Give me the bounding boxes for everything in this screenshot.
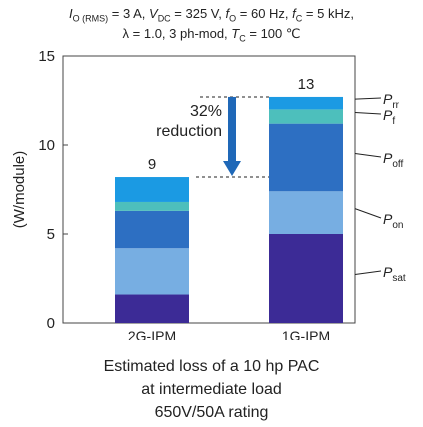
bar-segment-p-f — [115, 201, 189, 211]
series-label-p-f: Pf — [383, 107, 395, 127]
bar-segment-p-sat — [269, 234, 343, 323]
bar-segment-p-on — [269, 191, 343, 234]
leader-line — [354, 270, 382, 275]
bar-segment-p-rr — [115, 177, 189, 202]
bar-total-label: 9 — [148, 156, 156, 173]
y-axis-label: (W/module) — [11, 151, 28, 229]
y-tick-label: 15 — [38, 48, 55, 65]
caption-line-1: Estimated loss of a 10 hp PAC — [103, 358, 320, 375]
bar-total-label: 13 — [298, 76, 315, 93]
y-tick-label: 0 — [47, 315, 55, 332]
bar-segment-p-f — [269, 109, 343, 124]
series-label-p-rr: Prr — [383, 91, 400, 111]
caption-line-3: 650V/50A rating — [154, 404, 269, 421]
x-tick-label: 1G-IPM — [282, 328, 330, 340]
leader-line — [354, 97, 382, 100]
leader-line — [354, 208, 382, 219]
series-label-p-on: Pon — [383, 211, 403, 231]
reduction-text: reduction — [156, 123, 222, 140]
series-label-p-off: Poff — [383, 150, 404, 170]
series-label-p-sat: Psat — [383, 264, 406, 284]
leader-line — [354, 152, 382, 158]
bar-segment-p-on — [115, 248, 189, 295]
conditions-line-1: IO (RMS) = 3 A, VDC = 325 V, fO = 60 Hz,… — [69, 6, 354, 24]
leader-line — [354, 112, 382, 115]
chart-caption: Estimated loss of a 10 hp PAC at interme… — [0, 355, 423, 424]
reduction-percent: 32% — [190, 103, 222, 120]
y-tick-label: 5 — [47, 226, 55, 243]
plot-frame — [62, 55, 356, 324]
conditions-line-2: λ = 1.0, 3 ph-mod, TC = 100 ℃ — [122, 26, 301, 44]
bar-segment-p-off — [115, 210, 189, 249]
y-tick-label: 10 — [38, 137, 55, 154]
reduction-arrow-head — [223, 161, 241, 177]
caption-line-2: at intermediate load — [141, 381, 282, 398]
x-tick-label: 2G-IPM — [128, 328, 176, 340]
stacked-bar-chart: 0 5 10 15 (W/module) 2G-IPM 1G-IPM 9 13 Psat Pon Po… — [11, 48, 406, 340]
bar-segment-p-off — [269, 123, 343, 192]
reduction-arrow-shaft — [228, 96, 236, 164]
bar-segment-p-rr — [269, 96, 343, 110]
bar-segment-p-sat — [115, 294, 189, 323]
bars — [115, 96, 343, 323]
chart-labels: 0 5 10 15 (W/module) 2G-IPM 1G-IPM 9 13 Psat Pon Po… — [11, 48, 406, 340]
